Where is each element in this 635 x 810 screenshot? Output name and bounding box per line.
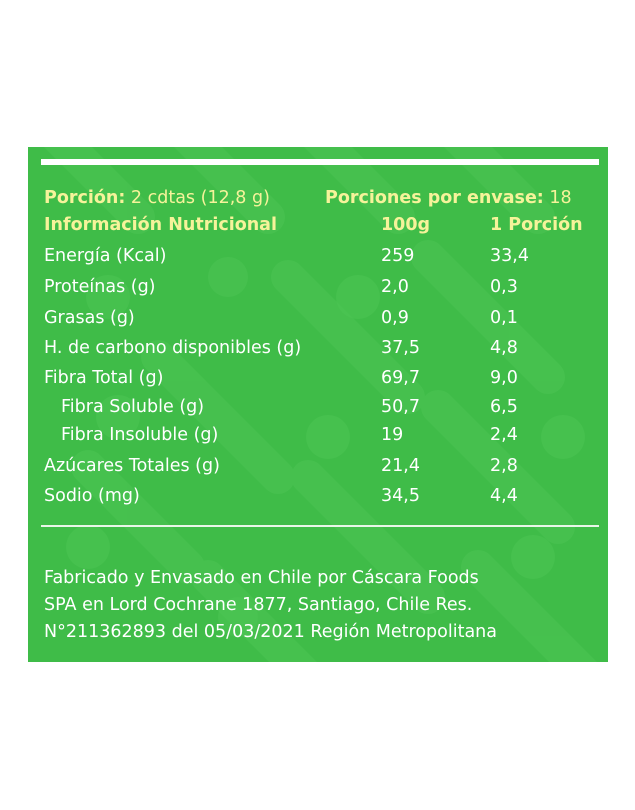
- row-value-porcion: 0,3: [490, 277, 518, 297]
- table-row: Fibra Soluble (g) 50,7 6,5: [28, 393, 608, 421]
- row-value-porcion: 33,4: [490, 246, 529, 266]
- table-row: Grasas (g) 0,9 0,1: [28, 304, 608, 332]
- table-row: Sodio (mg) 34,5 4,4: [28, 482, 608, 510]
- row-label: Energía (Kcal): [44, 246, 167, 266]
- row-label: Proteínas (g): [44, 277, 156, 297]
- col-porcion-heading: 1 Porción: [490, 215, 583, 235]
- table-row: Energía (Kcal) 259 33,4: [28, 242, 608, 270]
- manufacturer-info: Fabricado y Envasado en Chile por Cáscar…: [44, 565, 604, 646]
- footer-line: N°211362893 del 05/03/2021 Región Metrop…: [44, 622, 497, 642]
- table-row: Fibra Insoluble (g) 19 2,4: [28, 421, 608, 449]
- serving-info-row: Porción: 2 cdtas (12,8 g) Porciones por …: [28, 184, 608, 212]
- table-row: Fibra Total (g) 69,7 9,0: [28, 364, 608, 392]
- row-value-100g: 37,5: [381, 338, 420, 358]
- row-value-porcion: 6,5: [490, 397, 518, 417]
- nutrition-label-panel: Porción: 2 cdtas (12,8 g) Porciones por …: [28, 147, 608, 662]
- row-label: Grasas (g): [44, 308, 135, 328]
- bottom-divider: [41, 525, 599, 527]
- row-value-porcion: 4,8: [490, 338, 518, 358]
- porciones-value: 18: [549, 188, 572, 208]
- top-divider-bar: [41, 159, 599, 165]
- table-row: H. de carbono disponibles (g) 37,5 4,8: [28, 334, 608, 362]
- background-pattern: [43, 147, 598, 662]
- row-label: Azúcares Totales (g): [44, 456, 220, 476]
- row-value-100g: 2,0: [381, 277, 409, 297]
- row-label: H. de carbono disponibles (g): [44, 338, 302, 358]
- row-value-100g: 19: [381, 425, 404, 445]
- row-value-porcion: 9,0: [490, 368, 518, 388]
- row-value-100g: 21,4: [381, 456, 420, 476]
- row-value-porcion: 0,1: [490, 308, 518, 328]
- row-value-100g: 0,9: [381, 308, 409, 328]
- info-nutricional-heading: Información Nutricional: [44, 215, 277, 235]
- table-row: Proteínas (g) 2,0 0,3: [28, 273, 608, 301]
- footer-line: SPA en Lord Cochrane 1877, Santiago, Chi…: [44, 595, 473, 615]
- row-value-100g: 259: [381, 246, 415, 266]
- row-label: Fibra Soluble (g): [61, 397, 205, 417]
- row-value-100g: 50,7: [381, 397, 420, 417]
- row-label: Fibra Total (g): [44, 368, 164, 388]
- row-label: Sodio (mg): [44, 486, 140, 506]
- porcion-value: 2 cdtas (12,8 g): [130, 188, 270, 208]
- row-label: Fibra Insoluble (g): [61, 425, 219, 445]
- row-value-porcion: 4,4: [490, 486, 518, 506]
- col-100g-heading: 100g: [381, 215, 431, 235]
- footer-line: Fabricado y Envasado en Chile por Cáscar…: [44, 568, 479, 588]
- row-value-100g: 69,7: [381, 368, 420, 388]
- table-header-row: Información Nutricional 100g 1 Porción: [28, 211, 608, 239]
- table-row: Azúcares Totales (g) 21,4 2,8: [28, 452, 608, 480]
- porcion-label: Porción:: [44, 188, 126, 208]
- row-value-porcion: 2,8: [490, 456, 518, 476]
- row-value-porcion: 2,4: [490, 425, 518, 445]
- row-value-100g: 34,5: [381, 486, 420, 506]
- porciones-label: Porciones por envase:: [325, 188, 544, 208]
